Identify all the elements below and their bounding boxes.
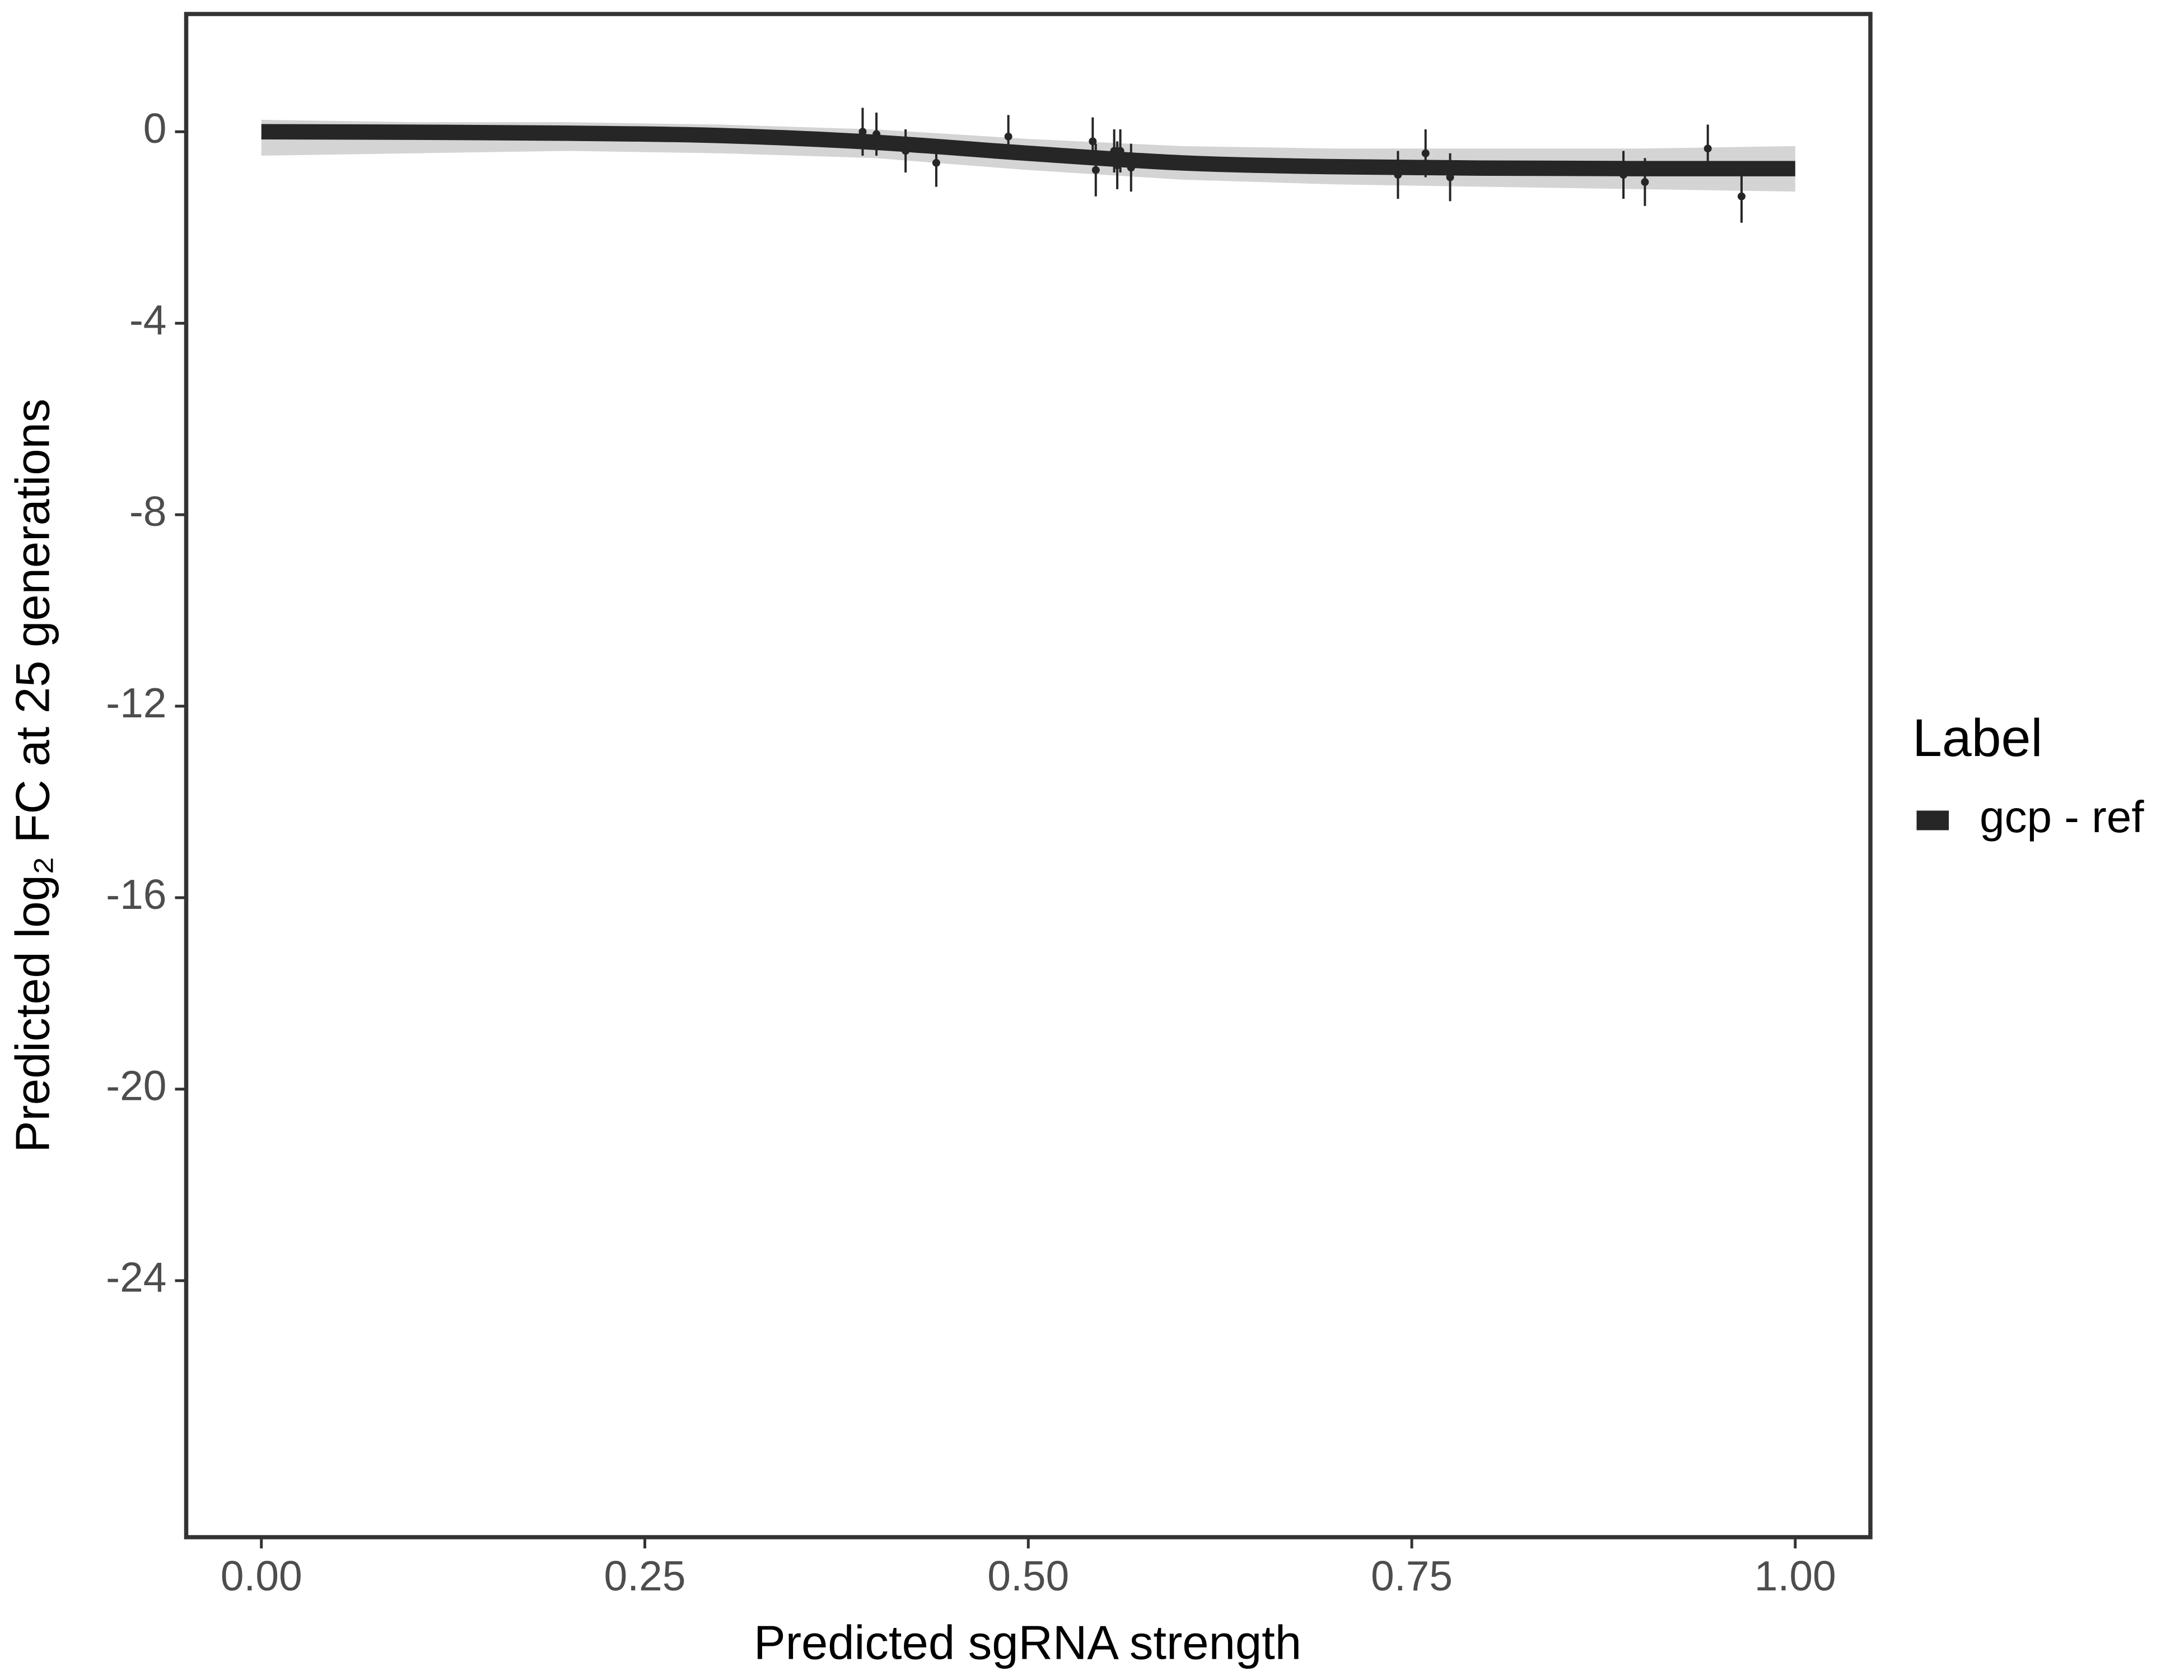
data-point: [932, 158, 940, 167]
y-tick-label: -16: [106, 871, 166, 918]
y-axis-label: Predicted log₂ FC at 25 generations: [6, 399, 59, 1153]
panel-border: [184, 12, 1873, 1539]
data-point: [1446, 173, 1454, 181]
data-point: [1737, 192, 1746, 200]
legend-title: Label: [1912, 708, 2042, 768]
data-point: [1091, 166, 1100, 174]
data-point: [1421, 149, 1430, 157]
x-axis-label: Predicted sgRNA strength: [754, 1616, 1301, 1669]
y-tick-label: -20: [106, 1062, 166, 1109]
data-point: [1641, 178, 1649, 186]
x-tick-label: 0.25: [604, 1552, 685, 1599]
y-tick-label: -24: [106, 1254, 166, 1301]
data-point: [1704, 144, 1712, 153]
data-point: [1127, 164, 1135, 172]
data-point: [1004, 132, 1012, 141]
data-point: [858, 128, 867, 136]
legend-key: [1916, 810, 1949, 830]
x-tick-label: 0.75: [1371, 1552, 1453, 1599]
data-point: [902, 147, 910, 155]
x-tick-label: 0.50: [987, 1552, 1069, 1599]
data-point: [1394, 171, 1402, 179]
data-point: [1620, 171, 1628, 179]
legend-label: gcp - ref: [1980, 792, 2144, 842]
y-tick-label: -4: [129, 296, 167, 343]
y-tick-label: -12: [106, 679, 166, 726]
data-point: [1113, 161, 1122, 170]
data-point: [1089, 137, 1097, 146]
y-tick-label: -8: [129, 488, 167, 535]
data-point: [872, 130, 881, 138]
fit-line: [261, 124, 1795, 176]
x-tick-label: 0.00: [221, 1552, 302, 1599]
x-tick-label: 1.00: [1754, 1552, 1836, 1599]
y-tick-label: 0: [143, 105, 167, 152]
